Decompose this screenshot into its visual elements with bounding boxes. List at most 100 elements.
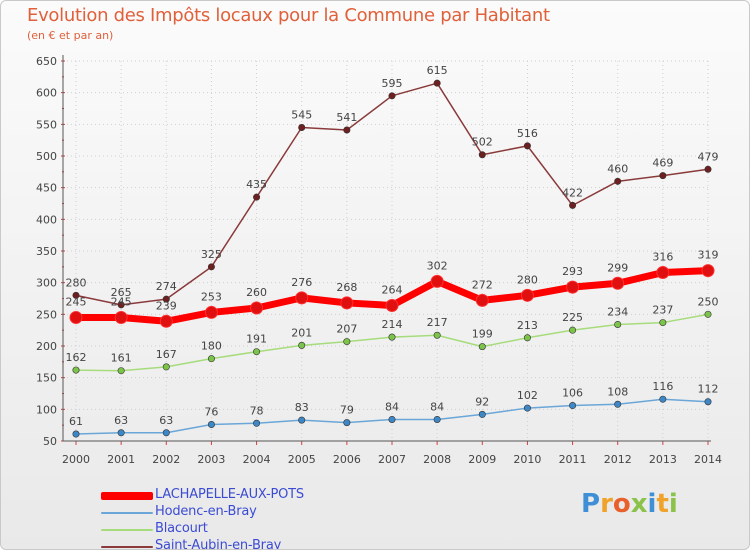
data-point-blacourt <box>614 320 622 328</box>
data-point-lachapelle-aux-pots <box>340 296 354 310</box>
data-label-saint-aubin-en-bray: 422 <box>562 186 583 199</box>
y-tick-label: 150 <box>36 372 57 385</box>
data-point-saint-aubin-en-bray <box>614 177 622 185</box>
data-label-saint-aubin-en-bray: 280 <box>66 276 87 289</box>
y-tick-label: 250 <box>36 308 57 321</box>
data-label-hodenc-en-bray: 84 <box>430 400 444 413</box>
logo-letter: P <box>581 489 601 519</box>
data-label-hodenc-en-bray: 112 <box>698 383 719 396</box>
data-point-lachapelle-aux-pots <box>656 266 670 280</box>
data-label-lachapelle-aux-pots: 302 <box>427 259 448 272</box>
x-tick-label: 2004 <box>243 453 271 466</box>
data-label-blacourt: 237 <box>652 304 673 317</box>
x-tick-label: 2010 <box>513 453 541 466</box>
data-label-saint-aubin-en-bray: 502 <box>472 136 493 149</box>
y-tick-label: 600 <box>36 87 57 100</box>
series-lines <box>69 79 715 438</box>
data-label-hodenc-en-bray: 84 <box>385 400 399 413</box>
data-label-lachapelle-aux-pots: 268 <box>336 281 357 294</box>
data-label-blacourt: 162 <box>66 351 87 364</box>
data-point-blacourt <box>523 334 531 342</box>
legend-swatch <box>101 529 153 531</box>
logo-letter: i <box>647 489 657 519</box>
y-tick-label: 650 <box>36 55 57 68</box>
data-label-hodenc-en-bray: 76 <box>204 406 218 419</box>
data-point-blacourt <box>207 355 215 363</box>
data-point-hodenc-en-bray <box>614 400 622 408</box>
data-point-hodenc-en-bray <box>704 398 712 406</box>
x-tick-label: 2000 <box>62 453 90 466</box>
data-point-saint-aubin-en-bray <box>162 295 170 303</box>
data-label-hodenc-en-bray: 79 <box>340 404 354 417</box>
x-tick-label: 2009 <box>468 453 496 466</box>
data-point-saint-aubin-en-bray <box>117 301 125 309</box>
data-point-hodenc-en-bray <box>659 395 667 403</box>
data-label-lachapelle-aux-pots: 260 <box>246 286 267 299</box>
y-tick-label: 450 <box>36 182 57 195</box>
data-point-hodenc-en-bray <box>478 410 486 418</box>
data-label-lachapelle-aux-pots: 245 <box>66 296 87 309</box>
data-point-hodenc-en-bray <box>343 419 351 427</box>
data-point-lachapelle-aux-pots <box>520 288 534 302</box>
grid-lines <box>63 60 711 441</box>
legend-label: LACHAPELLE-AUX-POTS <box>155 487 304 502</box>
chart-title: Evolution des Impôts locaux pour la Comm… <box>27 5 550 26</box>
data-point-blacourt <box>704 310 712 318</box>
data-point-blacourt <box>117 367 125 375</box>
data-point-saint-aubin-en-bray <box>388 92 396 100</box>
data-label-lachapelle-aux-pots: 293 <box>562 265 583 278</box>
data-label-saint-aubin-en-bray: 274 <box>156 280 177 293</box>
x-tick-label: 2001 <box>107 453 135 466</box>
data-label-hodenc-en-bray: 78 <box>250 404 264 417</box>
data-label-blacourt: 214 <box>382 318 403 331</box>
data-label-saint-aubin-en-bray: 615 <box>427 64 448 77</box>
data-point-lachapelle-aux-pots <box>250 301 264 315</box>
x-tick-label: 2006 <box>333 453 361 466</box>
data-label-blacourt: 191 <box>246 333 267 346</box>
legend-label: Saint-Aubin-en-Bray <box>155 538 282 550</box>
data-label-hodenc-en-bray: 102 <box>517 389 538 402</box>
data-label-blacourt: 161 <box>111 352 132 365</box>
data-point-hodenc-en-bray <box>117 429 125 437</box>
data-point-blacourt <box>388 333 396 341</box>
data-label-hodenc-en-bray: 92 <box>475 395 489 408</box>
data-label-saint-aubin-en-bray: 479 <box>698 150 719 163</box>
data-point-saint-aubin-en-bray <box>433 79 441 87</box>
data-point-blacourt <box>72 366 80 374</box>
data-point-lachapelle-aux-pots <box>701 264 715 278</box>
logo-letter: o <box>612 489 631 519</box>
data-point-saint-aubin-en-bray <box>298 124 306 132</box>
data-label-blacourt: 207 <box>336 323 357 336</box>
data-point-hodenc-en-bray <box>253 419 261 427</box>
x-tick-label: 2011 <box>559 453 587 466</box>
data-label-saint-aubin-en-bray: 541 <box>336 111 357 124</box>
data-point-hodenc-en-bray <box>207 421 215 429</box>
legend-label: Blacourt <box>155 521 208 536</box>
data-point-lachapelle-aux-pots <box>159 314 173 328</box>
data-label-hodenc-en-bray: 61 <box>69 415 83 428</box>
x-tick-label: 2014 <box>694 453 722 466</box>
data-point-hodenc-en-bray <box>162 429 170 437</box>
data-point-blacourt <box>433 331 441 339</box>
data-point-lachapelle-aux-pots <box>114 311 128 324</box>
data-point-lachapelle-aux-pots <box>295 291 309 305</box>
data-label-hodenc-en-bray: 116 <box>652 380 673 393</box>
data-label-hodenc-en-bray: 106 <box>562 387 583 400</box>
data-point-saint-aubin-en-bray <box>569 201 577 209</box>
data-label-hodenc-en-bray: 63 <box>114 414 128 427</box>
data-point-hodenc-en-bray <box>433 415 441 423</box>
data-point-saint-aubin-en-bray <box>253 193 261 201</box>
data-label-lachapelle-aux-pots: 264 <box>382 283 403 296</box>
y-tick-label: 550 <box>36 118 57 131</box>
data-label-lachapelle-aux-pots: 319 <box>698 249 719 262</box>
data-point-blacourt <box>343 338 351 346</box>
data-label-saint-aubin-en-bray: 460 <box>607 162 628 175</box>
data-label-saint-aubin-en-bray: 325 <box>201 248 222 261</box>
data-label-blacourt: 180 <box>201 340 222 353</box>
data-point-lachapelle-aux-pots <box>69 311 83 324</box>
data-point-blacourt <box>569 326 577 334</box>
data-point-saint-aubin-en-bray <box>704 165 712 173</box>
data-label-lachapelle-aux-pots: 245 <box>111 296 132 309</box>
x-tick-label: 2005 <box>288 453 316 466</box>
